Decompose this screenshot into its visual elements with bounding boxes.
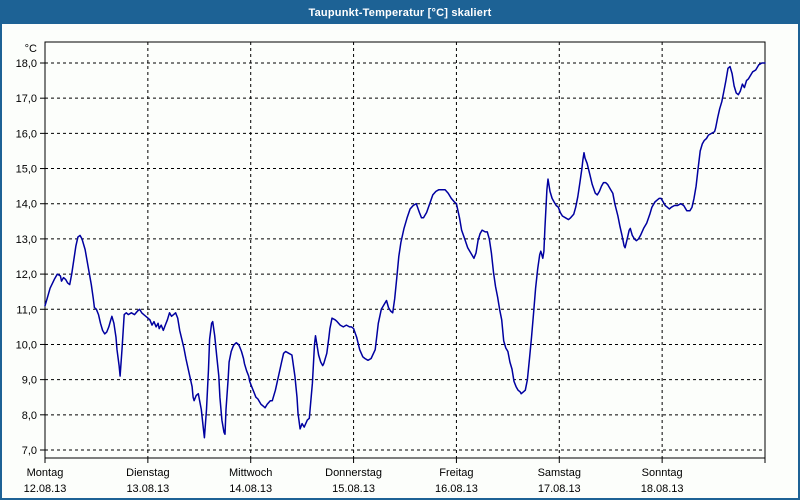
x-day-name-label: Sonntag — [642, 467, 683, 479]
y-tick-label: 8,0 — [22, 410, 37, 422]
x-day-name-label: Montag — [27, 467, 64, 479]
x-day-date-label: 14.08.13 — [229, 483, 272, 495]
x-day-name-label: Freitag — [439, 467, 473, 479]
x-day-name-label: Samstag — [538, 467, 581, 479]
x-day-date-label: 18.08.13 — [641, 483, 684, 495]
title-bar: Taupunkt-Temperatur [°C] skaliert — [2, 2, 798, 24]
y-axis-unit-label: °C — [25, 43, 37, 55]
x-day-name-label: Mittwoch — [229, 467, 272, 479]
y-tick-label: 18,0 — [16, 58, 37, 70]
x-day-date-label: 13.08.13 — [126, 483, 169, 495]
y-tick-label: 10,0 — [16, 339, 37, 351]
y-tick-label: 11,0 — [16, 304, 37, 316]
x-day-name-label: Dienstag — [126, 467, 169, 479]
axes — [40, 41, 766, 463]
y-tick-label: 14,0 — [16, 199, 37, 211]
x-day-date-label: 16.08.13 — [435, 483, 478, 495]
y-tick-label: 17,0 — [16, 93, 37, 105]
plot-border — [44, 41, 766, 459]
x-day-date-label: 17.08.13 — [538, 483, 581, 495]
y-tick-label: 7,0 — [22, 445, 37, 457]
gridlines — [45, 42, 765, 458]
x-day-date-label: 15.08.13 — [332, 483, 375, 495]
y-tick-label: 16,0 — [16, 128, 37, 140]
y-tick-label: 13,0 — [16, 234, 37, 246]
axis-labels: 18,0 17,0 16,0 15,0 14,0 13,0 12,0 11,0 10,0 9,0 8… — [16, 43, 684, 495]
x-day-name-label: Donnerstag — [325, 467, 382, 479]
y-tick-label: 9,0 — [22, 375, 37, 387]
dewpoint-temperature-line — [44, 62, 766, 439]
y-tick-label: 12,0 — [16, 269, 37, 281]
x-day-date-label: 12.08.13 — [24, 483, 67, 495]
window-title: Taupunkt-Temperatur [°C] skaliert — [308, 7, 492, 19]
y-tick-label: 15,0 — [16, 164, 37, 176]
